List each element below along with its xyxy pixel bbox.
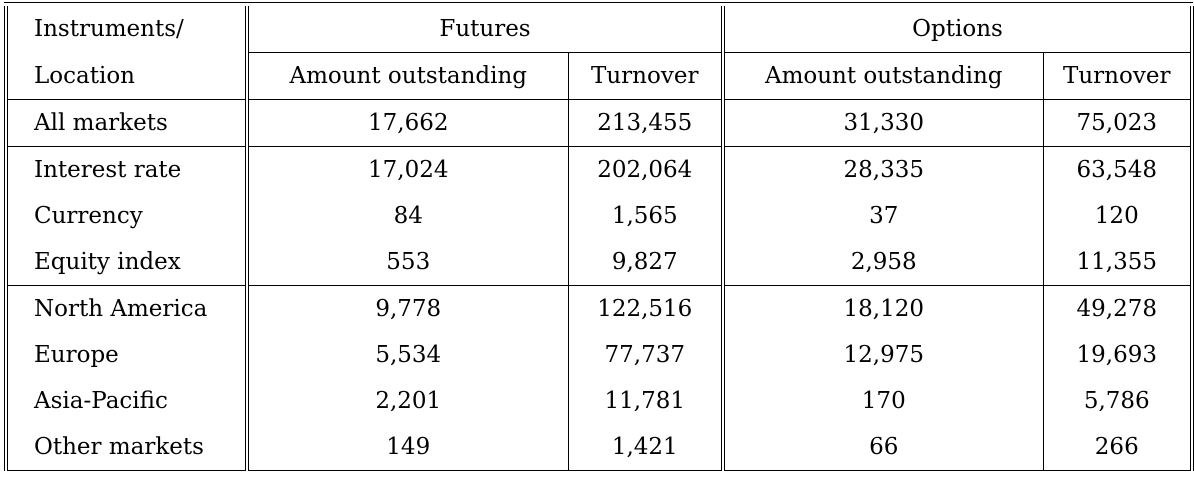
cell-futures-amount: 84 <box>393 203 423 229</box>
cell-futures-amount: 17,024 <box>247 146 568 193</box>
cell-futures-turnover: 1,565 <box>567 193 725 239</box>
derivatives-table: Instruments/ Futures Options Location Am… <box>4 6 1194 471</box>
cell-options-turnover: 266 <box>1042 424 1194 471</box>
cell-options-amount: 12,975 <box>843 342 924 368</box>
table-row: Other markets 149 1,421 66 266 <box>4 424 1194 471</box>
subcol-futures-turnover: Turnover <box>567 52 725 100</box>
top-rule <box>4 2 1193 3</box>
cell-options-turnover: 19,693 <box>1042 332 1194 378</box>
row-label: Asia-Pacific <box>4 378 249 424</box>
cell-futures-turnover: 202,064 <box>567 146 725 193</box>
cell-options-turnover: 120 <box>1042 193 1194 239</box>
table-row: Europe 5,534 77,737 12,975 19,693 <box>4 332 1194 378</box>
table-row: Interest rate 17,024 202,064 28,335 63,5… <box>4 146 1194 193</box>
cell-options-amount: 170 <box>861 388 906 414</box>
cell-options-amount: 31,330 <box>723 99 1043 147</box>
row-label: Other markets <box>4 424 249 471</box>
cell-options-amount: 28,335 <box>723 146 1043 193</box>
row-header-label-line2: Location <box>4 52 249 100</box>
row-label: Equity index <box>4 239 249 286</box>
cell-options-turnover: 63,548 <box>1042 146 1194 193</box>
row-label: Europe <box>4 332 249 378</box>
cell-options-amount: 2,958 <box>850 249 917 275</box>
table-row: Currency 84 1,565 37 120 <box>4 193 1194 239</box>
header-row-groups: Instruments/ Futures Options <box>4 6 1194 53</box>
group-header-options: Options <box>723 6 1194 53</box>
cell-futures-turnover: 213,455 <box>567 99 725 147</box>
cell-futures-amount: 149 <box>247 424 568 471</box>
subcol-options-turnover: Turnover <box>1042 52 1194 100</box>
cell-futures-turnover: 1,421 <box>567 424 725 471</box>
row-label: Currency <box>4 193 249 239</box>
cell-options-amount: 37 <box>869 203 899 229</box>
cell-options-turnover: 75,023 <box>1042 99 1194 147</box>
subcol-futures-amount: Amount outstanding <box>289 63 528 89</box>
cell-futures-turnover: 122,516 <box>567 285 725 332</box>
cell-futures-amount: 9,778 <box>247 285 568 332</box>
cell-futures-amount: 553 <box>386 249 431 275</box>
subcol-options-amount: Amount outstanding <box>764 63 1003 89</box>
cell-options-amount: 66 <box>723 424 1043 471</box>
cell-futures-amount: 2,201 <box>375 388 442 414</box>
group-header-futures: Futures <box>247 6 725 53</box>
cell-futures-turnover: 77,737 <box>567 332 725 378</box>
cell-futures-amount: 17,662 <box>247 99 568 147</box>
table-row: Asia-Pacific 2,201 11,781 170 5,786 <box>4 378 1194 424</box>
cell-futures-amount: 5,534 <box>375 342 442 368</box>
cell-options-turnover: 5,786 <box>1042 378 1194 424</box>
row-label: North America <box>4 285 249 332</box>
row-label: All markets <box>4 99 249 147</box>
row-label: Interest rate <box>4 146 249 193</box>
table-row: North America 9,778 122,516 18,120 49,27… <box>4 285 1194 332</box>
table-row: All markets 17,662 213,455 31,330 75,023 <box>4 99 1194 147</box>
cell-futures-turnover: 9,827 <box>567 239 725 286</box>
cell-options-turnover: 49,278 <box>1042 285 1194 332</box>
table-row: Equity index 553 9,827 2,958 11,355 <box>4 239 1194 286</box>
cell-options-turnover: 11,355 <box>1042 239 1194 286</box>
row-header-label-line1: Instruments/ <box>4 6 249 53</box>
cell-futures-turnover: 11,781 <box>567 378 725 424</box>
cell-options-amount: 18,120 <box>723 285 1043 332</box>
header-row-subcolumns: Location Amount outstanding Turnover Amo… <box>4 52 1194 100</box>
